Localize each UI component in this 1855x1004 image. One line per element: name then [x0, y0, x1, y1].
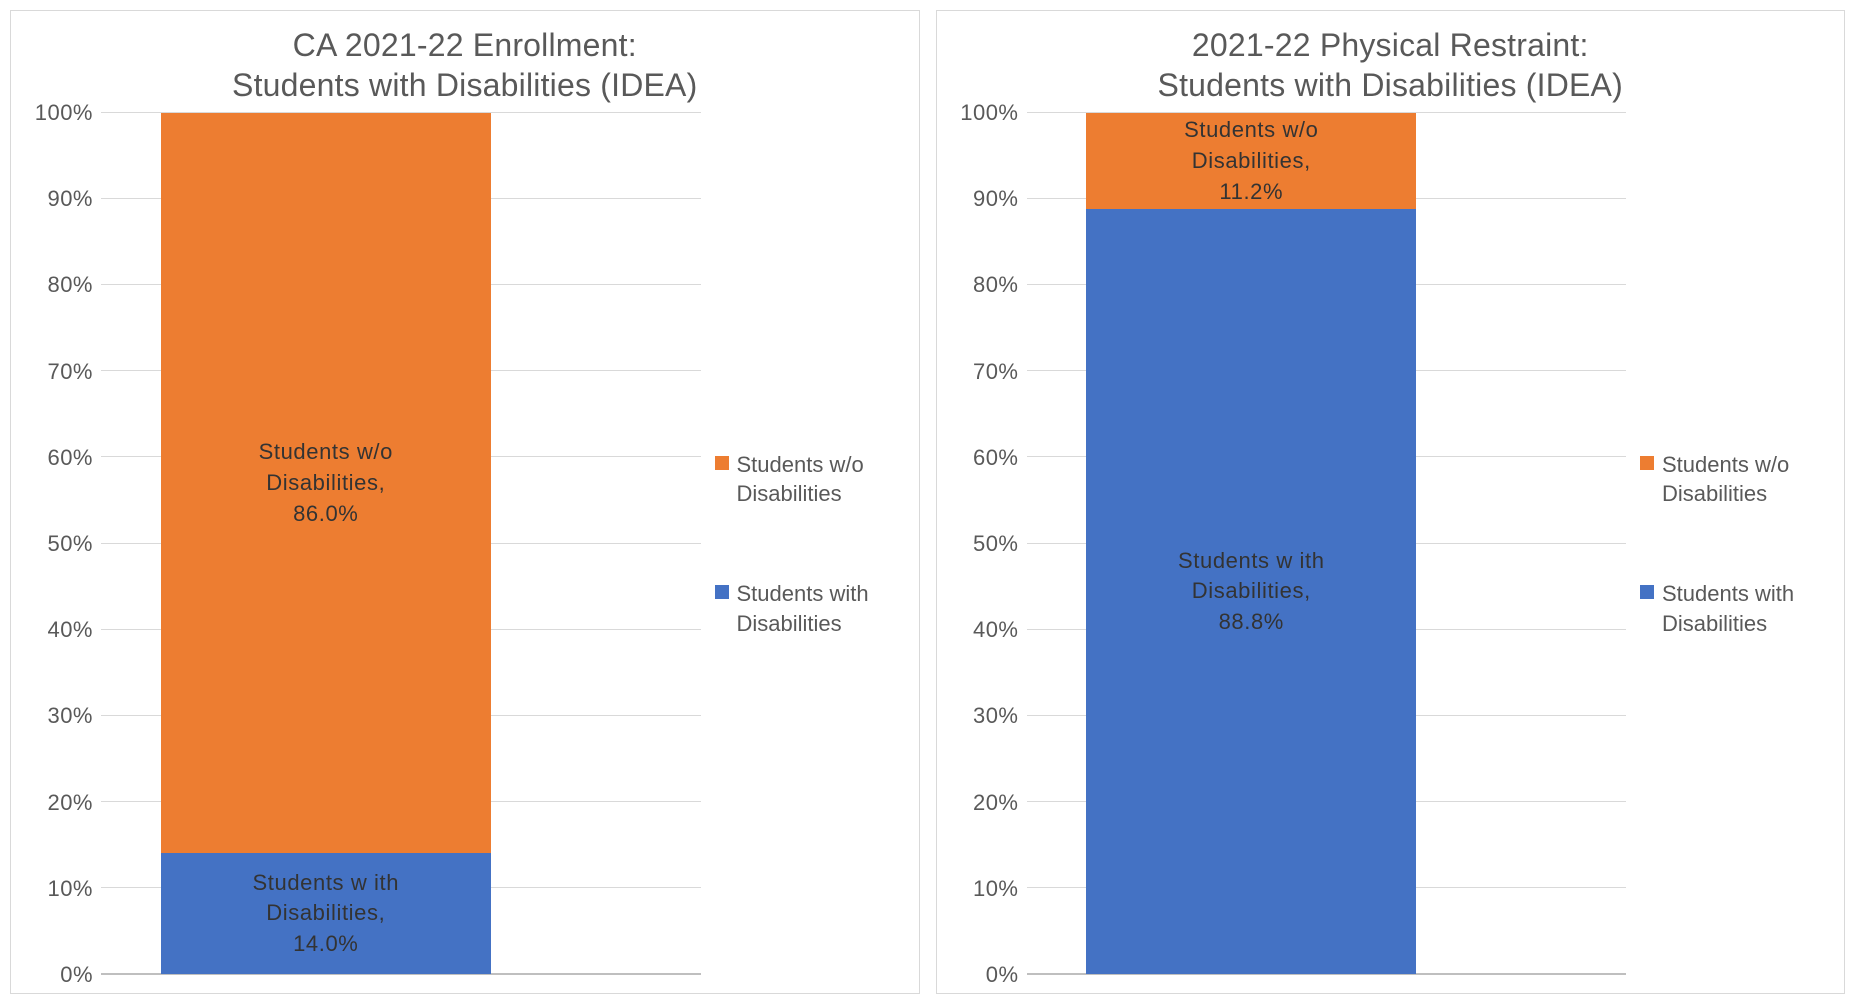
- y-tick: 20%: [973, 790, 1019, 816]
- y-tick: 20%: [47, 790, 93, 816]
- legend: Students w/o Disabilities Students with …: [1626, 113, 1826, 975]
- legend-text: Students with Disabilities: [1662, 579, 1826, 638]
- legend: Students w/o Disabilities Students with …: [701, 113, 901, 975]
- chart-title: CA 2021-22 Enrollment: Students with Dis…: [29, 25, 901, 105]
- y-tick: 60%: [47, 445, 93, 471]
- y-tick: 10%: [973, 876, 1019, 902]
- bar-segment-without: Students w/o Disabilities, 11.2%: [1086, 113, 1416, 209]
- legend-text: Students with Disabilities: [737, 579, 901, 638]
- bar-segment-with: Students w ith Disabilities, 88.8%: [1086, 209, 1416, 974]
- title-line-2: Students with Disabilities (IDEA): [232, 67, 697, 103]
- legend-swatch: [715, 585, 729, 599]
- y-tick: 90%: [47, 186, 93, 212]
- bar-segment-label: Students w ith Disabilities, 88.8%: [1178, 546, 1325, 638]
- y-tick: 60%: [973, 445, 1019, 471]
- y-tick: 70%: [47, 359, 93, 385]
- legend-item-without: Students w/o Disabilities: [1640, 450, 1826, 509]
- y-tick: 40%: [973, 617, 1019, 643]
- title-line-1: 2021-22 Physical Restraint:: [1192, 27, 1589, 63]
- legend-swatch: [715, 456, 729, 470]
- y-axis: 100% 90% 80% 70% 60% 50% 40% 30% 20% 10%…: [29, 113, 101, 975]
- y-tick: 30%: [973, 703, 1019, 729]
- plot-area: Students w/o Disabilities, 11.2% Student…: [1027, 113, 1627, 975]
- stacked-bar: Students w/o Disabilities, 86.0% Student…: [161, 113, 491, 974]
- y-tick: 80%: [47, 272, 93, 298]
- y-tick: 90%: [973, 186, 1019, 212]
- chart-body: 100% 90% 80% 70% 60% 50% 40% 30% 20% 10%…: [955, 113, 1827, 975]
- chart-title: 2021-22 Physical Restraint: Students wit…: [955, 25, 1827, 105]
- y-axis: 100% 90% 80% 70% 60% 50% 40% 30% 20% 10%…: [955, 113, 1027, 975]
- plot: 100% 90% 80% 70% 60% 50% 40% 30% 20% 10%…: [955, 113, 1627, 975]
- bar-segment-label: Students w ith Disabilities, 14.0%: [253, 868, 400, 960]
- y-tick: 50%: [973, 531, 1019, 557]
- plot-area: Students w/o Disabilities, 86.0% Student…: [101, 113, 701, 975]
- legend-swatch: [1640, 456, 1654, 470]
- y-tick: 70%: [973, 359, 1019, 385]
- chart-panel-restraint: 2021-22 Physical Restraint: Students wit…: [936, 10, 1846, 994]
- plot: 100% 90% 80% 70% 60% 50% 40% 30% 20% 10%…: [29, 113, 701, 975]
- legend-text: Students w/o Disabilities: [737, 450, 901, 509]
- y-tick: 100%: [35, 100, 93, 126]
- y-tick: 30%: [47, 703, 93, 729]
- y-tick: 40%: [47, 617, 93, 643]
- legend-item-without: Students w/o Disabilities: [715, 450, 901, 509]
- legend-swatch: [1640, 585, 1654, 599]
- title-line-1: CA 2021-22 Enrollment:: [293, 27, 637, 63]
- stacked-bar: Students w/o Disabilities, 11.2% Student…: [1086, 113, 1416, 974]
- y-tick: 10%: [47, 876, 93, 902]
- bar-segment-without: Students w/o Disabilities, 86.0%: [161, 113, 491, 853]
- legend-item-with: Students with Disabilities: [715, 579, 901, 638]
- legend-item-with: Students with Disabilities: [1640, 579, 1826, 638]
- legend-text: Students w/o Disabilities: [1662, 450, 1826, 509]
- bar-segment-with: Students w ith Disabilities, 14.0%: [161, 853, 491, 974]
- bar-segment-label: Students w/o Disabilities, 86.0%: [259, 437, 393, 529]
- y-tick: 0%: [986, 962, 1019, 988]
- y-tick: 0%: [60, 962, 93, 988]
- chart-panel-enrollment: CA 2021-22 Enrollment: Students with Dis…: [10, 10, 920, 994]
- title-line-2: Students with Disabilities (IDEA): [1158, 67, 1623, 103]
- chart-body: 100% 90% 80% 70% 60% 50% 40% 30% 20% 10%…: [29, 113, 901, 975]
- y-tick: 50%: [47, 531, 93, 557]
- y-tick: 100%: [960, 100, 1018, 126]
- bar-segment-label: Students w/o Disabilities, 11.2%: [1184, 115, 1318, 207]
- y-tick: 80%: [973, 272, 1019, 298]
